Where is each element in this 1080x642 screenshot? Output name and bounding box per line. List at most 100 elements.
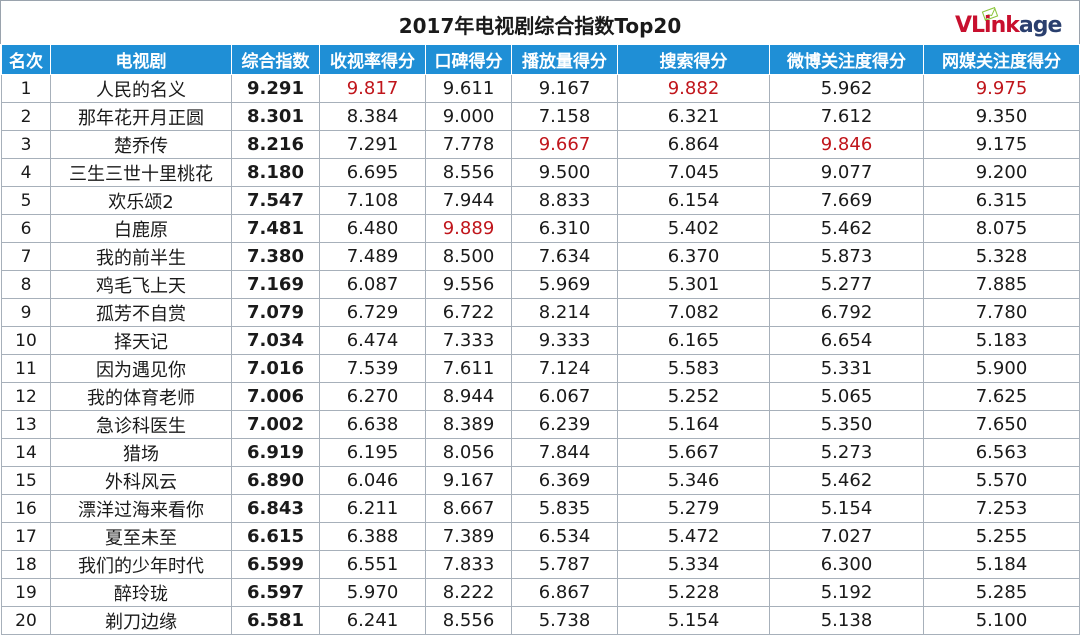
cell-composite: 9.291 xyxy=(231,74,320,103)
table-row: 18 我们的少年时代 6.599 6.551 7.833 5.787 5.334 6.300 5… xyxy=(1,550,1080,579)
cell-drama: 漂洋过海来看你 xyxy=(50,494,232,523)
cell-search: 5.279 xyxy=(617,494,770,523)
cell-drama: 醉玲珑 xyxy=(50,578,232,607)
logo-text-end: age xyxy=(1018,13,1063,38)
logo-text-v: V xyxy=(955,13,972,38)
cell-weibo: 9.846 xyxy=(769,130,924,159)
cell-weibo: 7.612 xyxy=(769,102,924,131)
cell-ratings: 7.539 xyxy=(319,354,426,383)
col-header-rank: 名次 xyxy=(1,44,51,75)
vlinkage-logo: VLinkage xyxy=(955,6,1067,39)
cell-ratings: 7.489 xyxy=(319,242,426,271)
cell-media: 5.183 xyxy=(923,326,1080,355)
col-header-media: 网媒关注度得分 xyxy=(923,44,1080,75)
cell-ratings: 6.241 xyxy=(319,606,426,635)
cell-reputation: 9.556 xyxy=(425,270,512,299)
cell-plays: 7.158 xyxy=(511,102,618,131)
cell-weibo: 5.138 xyxy=(769,606,924,635)
cell-rank: 15 xyxy=(1,466,51,495)
cell-plays: 5.969 xyxy=(511,270,618,299)
cell-rank: 1 xyxy=(1,74,51,103)
cell-weibo: 5.462 xyxy=(769,214,924,243)
col-header-reputation: 口碑得分 xyxy=(425,44,512,75)
logo-chip-icon xyxy=(981,6,999,22)
col-header-ratings: 收视率得分 xyxy=(319,44,426,75)
cell-ratings: 6.638 xyxy=(319,410,426,439)
table-row: 16 漂洋过海来看你 6.843 6.211 8.667 5.835 5.279 5.154 7… xyxy=(1,494,1080,523)
cell-reputation: 7.389 xyxy=(425,522,512,551)
cell-search: 9.882 xyxy=(617,74,770,103)
cell-ratings: 6.695 xyxy=(319,158,426,187)
cell-search: 5.402 xyxy=(617,214,770,243)
cell-rank: 19 xyxy=(1,578,51,607)
cell-search: 5.583 xyxy=(617,354,770,383)
table-row: 15 外科风云 6.890 6.046 9.167 6.369 5.346 5.462 5.57… xyxy=(1,466,1080,495)
cell-media: 7.885 xyxy=(923,270,1080,299)
cell-media: 9.200 xyxy=(923,158,1080,187)
cell-rank: 3 xyxy=(1,130,51,159)
cell-rank: 5 xyxy=(1,186,51,215)
cell-weibo: 5.350 xyxy=(769,410,924,439)
cell-search: 5.667 xyxy=(617,438,770,467)
cell-media: 6.315 xyxy=(923,186,1080,215)
table-row: 11 因为遇见你 7.016 7.539 7.611 7.124 5.583 5.331 5.9… xyxy=(1,354,1080,383)
cell-drama: 外科风云 xyxy=(50,466,232,495)
cell-composite: 8.301 xyxy=(231,102,320,131)
cell-composite: 7.481 xyxy=(231,214,320,243)
cell-media: 5.184 xyxy=(923,550,1080,579)
cell-media: 9.175 xyxy=(923,130,1080,159)
cell-composite: 6.599 xyxy=(231,550,320,579)
cell-plays: 6.534 xyxy=(511,522,618,551)
logo-wordmark: VLinkage xyxy=(955,13,1063,38)
cell-media: 7.780 xyxy=(923,298,1080,327)
cell-reputation: 8.500 xyxy=(425,242,512,271)
cell-drama: 欢乐颂2 xyxy=(50,186,232,215)
cell-weibo: 5.277 xyxy=(769,270,924,299)
table-row: 9 孤芳不自赏 7.079 6.729 6.722 8.214 7.082 6.792 7.78… xyxy=(1,298,1080,327)
cell-drama: 我的体育老师 xyxy=(50,382,232,411)
cell-plays: 6.239 xyxy=(511,410,618,439)
cell-reputation: 7.611 xyxy=(425,354,512,383)
cell-ratings: 6.388 xyxy=(319,522,426,551)
cell-rank: 6 xyxy=(1,214,51,243)
cell-rank: 12 xyxy=(1,382,51,411)
ranking-table: 名次 电视剧 综合指数 收视率得分 口碑得分 播放量得分 搜索得分 微博关注度得… xyxy=(1,44,1080,635)
cell-composite: 6.597 xyxy=(231,578,320,607)
cell-plays: 9.667 xyxy=(511,130,618,159)
cell-search: 6.165 xyxy=(617,326,770,355)
cell-drama: 孤芳不自赏 xyxy=(50,298,232,327)
cell-reputation: 7.778 xyxy=(425,130,512,159)
cell-search: 5.472 xyxy=(617,522,770,551)
cell-plays: 7.124 xyxy=(511,354,618,383)
cell-ratings: 6.087 xyxy=(319,270,426,299)
cell-ratings: 6.211 xyxy=(319,494,426,523)
cell-rank: 14 xyxy=(1,438,51,467)
cell-reputation: 9.889 xyxy=(425,214,512,243)
cell-media: 7.253 xyxy=(923,494,1080,523)
cell-weibo: 5.462 xyxy=(769,466,924,495)
cell-media: 5.900 xyxy=(923,354,1080,383)
cell-drama: 夏至未至 xyxy=(50,522,232,551)
cell-media: 9.350 xyxy=(923,102,1080,131)
table-title: 2017年电视剧综合指数Top20 xyxy=(398,14,682,38)
cell-plays: 8.214 xyxy=(511,298,618,327)
table-row: 17 夏至未至 6.615 6.388 7.389 6.534 5.472 7.027 5.25… xyxy=(1,522,1080,551)
cell-media: 5.285 xyxy=(923,578,1080,607)
cell-reputation: 8.389 xyxy=(425,410,512,439)
cell-media: 9.975 xyxy=(923,74,1080,103)
cell-ratings: 6.046 xyxy=(319,466,426,495)
cell-rank: 2 xyxy=(1,102,51,131)
table-row: 4 三生三世十里桃花 8.180 6.695 8.556 9.500 7.045 9.077 9… xyxy=(1,158,1080,187)
cell-reputation: 8.667 xyxy=(425,494,512,523)
cell-search: 6.154 xyxy=(617,186,770,215)
cell-search: 5.301 xyxy=(617,270,770,299)
cell-reputation: 9.000 xyxy=(425,102,512,131)
cell-media: 6.563 xyxy=(923,438,1080,467)
cell-drama: 三生三世十里桃花 xyxy=(50,158,232,187)
cell-media: 7.650 xyxy=(923,410,1080,439)
cell-plays: 7.634 xyxy=(511,242,618,271)
cell-drama: 急诊科医生 xyxy=(50,410,232,439)
cell-plays: 6.867 xyxy=(511,578,618,607)
cell-drama: 人民的名义 xyxy=(50,74,232,103)
cell-weibo: 9.077 xyxy=(769,158,924,187)
